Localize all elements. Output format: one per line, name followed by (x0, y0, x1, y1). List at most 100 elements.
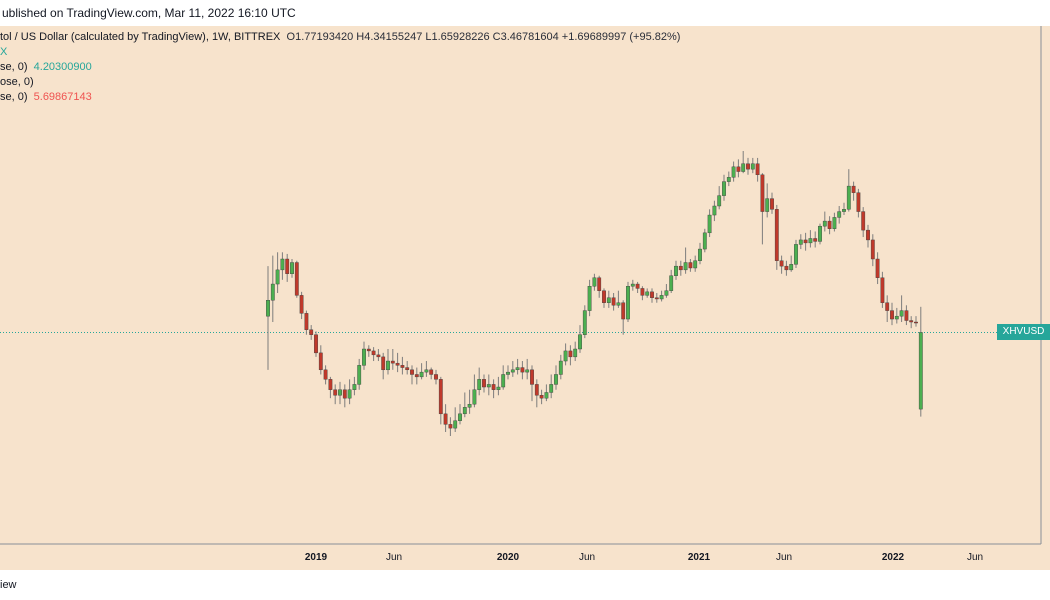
candle-body (640, 288, 645, 296)
candle-body (750, 163, 755, 170)
x-tick-label: Jun (386, 552, 402, 563)
candle-body (390, 360, 395, 364)
candle-body (726, 177, 731, 182)
candle-body (534, 384, 539, 396)
candle-body (621, 302, 626, 320)
candle-body (544, 392, 549, 399)
candle-body (803, 239, 808, 244)
legend-indicator-1[interactable]: se, 0) 4.20300900 (0, 60, 680, 75)
candle-body (467, 403, 472, 408)
candle-body (707, 214, 712, 234)
candle-body (731, 166, 736, 178)
legend-symbol-row: tol / US Dollar (calculated by TradingVi… (0, 30, 680, 45)
candle-body (664, 290, 669, 296)
candle-body (818, 225, 822, 242)
legend-marker: X (0, 46, 8, 58)
candle-body (491, 384, 496, 390)
legend-indicator-2[interactable]: ose, 0) (0, 75, 680, 90)
candle-body (587, 286, 592, 311)
published-header: ublished on TradingView.com, Mar 11, 202… (0, 0, 1050, 26)
footer-bar: iew (0, 570, 1050, 600)
candle-body (501, 374, 506, 388)
legend-indicator-3[interactable]: se, 0) 5.69867143 (0, 90, 680, 105)
chart-area[interactable]: 2019 Jun 2020 Jun 2021 Jun 2022 Jun tol / US Do… (0, 26, 1050, 570)
candle-body (794, 244, 798, 265)
candle-body (832, 217, 837, 229)
candlestick-chart[interactable]: 2019 Jun 2020 Jun 2021 Jun 2022 Jun (0, 26, 1050, 570)
candle-body (885, 302, 890, 311)
candle-body (866, 229, 870, 241)
candle-body (386, 360, 390, 371)
candle-body (549, 384, 554, 393)
candle-body (650, 291, 654, 298)
candle-body (338, 389, 342, 396)
candle-body (410, 369, 414, 375)
candle-body (342, 389, 347, 399)
candle-body (472, 389, 477, 405)
candle-body (573, 348, 578, 358)
candle-body (813, 238, 818, 242)
candle-body (770, 198, 774, 210)
candle-body (683, 262, 688, 271)
candle-body (899, 310, 904, 317)
candle-body (448, 424, 453, 429)
candle-body (429, 369, 434, 375)
candle-body (678, 265, 683, 271)
candle-body (434, 374, 438, 380)
candle-body (717, 195, 722, 207)
candle-body (674, 265, 678, 276)
candle-body (688, 262, 693, 269)
candle-body (698, 248, 702, 261)
candle-body (861, 211, 866, 231)
candle-body (606, 297, 611, 303)
candle-body (846, 185, 851, 210)
candle-body (280, 258, 285, 271)
x-tick-label: Jun (967, 552, 983, 563)
legend-symbol: tol / US Dollar (calculated by TradingVi… (0, 31, 281, 43)
candle-body (755, 163, 760, 176)
candle-body (482, 379, 486, 388)
candle-body (539, 395, 544, 399)
candle-body (362, 348, 366, 366)
candle-body (424, 369, 429, 373)
candle-body (880, 277, 885, 303)
candle-body (645, 291, 650, 296)
candle-body (798, 239, 803, 245)
candle-body (506, 371, 510, 375)
candle-body (443, 413, 448, 425)
candle-body (669, 275, 674, 291)
indicator-3-value: 5.69867143 (33, 91, 92, 103)
candle-body (323, 369, 328, 380)
candle-body (808, 238, 813, 244)
chart-legend: tol / US Dollar (calculated by TradingVi… (0, 30, 680, 105)
candle-body (285, 258, 290, 274)
candle-body (520, 367, 525, 373)
candle-body (746, 163, 750, 170)
indicator-1-label: se, 0) (0, 61, 28, 73)
footer-brand: iew (0, 579, 17, 591)
candle-body (630, 283, 635, 287)
candle-body (270, 283, 275, 301)
legend-ohlc: O1.77193420 H4.34155247 L1.65928226 C3.4… (286, 31, 681, 43)
candle-body (779, 260, 784, 267)
candle-body (438, 379, 443, 415)
candle-body (712, 205, 717, 216)
candle-body (266, 300, 270, 317)
candle-body (597, 277, 602, 291)
candle-body (774, 209, 779, 261)
candle-body (294, 262, 299, 296)
candle-body (328, 379, 333, 390)
candle-body (894, 315, 899, 320)
candle-body (870, 239, 875, 260)
candle-body (458, 413, 462, 421)
candle-body (352, 384, 357, 390)
x-tick-label: 2022 (882, 552, 905, 563)
candle-body (765, 198, 770, 212)
candle-body (462, 407, 467, 415)
candle-body (496, 386, 501, 390)
candle-body (842, 209, 846, 212)
candle-body (693, 260, 698, 269)
published-text: ublished on TradingView.com, Mar 11, 202… (2, 6, 296, 20)
candle-body (515, 367, 520, 371)
candle-body (611, 297, 616, 306)
